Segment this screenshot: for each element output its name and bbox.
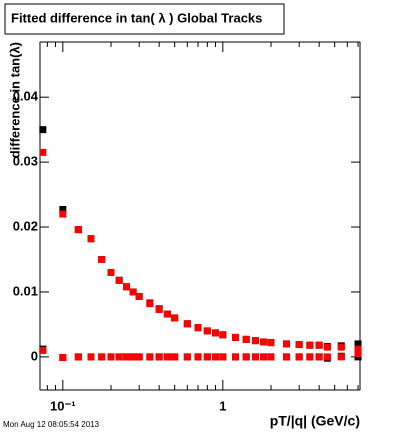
marker bbox=[59, 210, 67, 218]
marker bbox=[59, 354, 67, 362]
marker bbox=[315, 341, 323, 349]
y-tick-label: 0 bbox=[31, 348, 38, 363]
marker bbox=[323, 343, 331, 351]
marker bbox=[354, 350, 362, 358]
marker bbox=[212, 353, 220, 361]
marker bbox=[163, 353, 171, 361]
marker bbox=[242, 353, 250, 361]
marker bbox=[219, 331, 227, 339]
marker bbox=[251, 353, 259, 361]
marker bbox=[135, 353, 143, 361]
marker bbox=[242, 335, 250, 343]
marker bbox=[39, 126, 47, 134]
marker bbox=[74, 353, 82, 361]
marker bbox=[183, 320, 191, 328]
marker bbox=[163, 310, 171, 318]
marker bbox=[354, 345, 362, 353]
marker bbox=[98, 256, 106, 263]
marker bbox=[295, 353, 303, 361]
marker bbox=[155, 305, 163, 313]
marker bbox=[260, 338, 268, 346]
y-tick-label: 0.03 bbox=[13, 154, 38, 169]
title-box bbox=[4, 3, 285, 35]
marker bbox=[267, 353, 275, 361]
marker bbox=[282, 353, 290, 361]
marker bbox=[231, 353, 239, 361]
marker bbox=[306, 341, 314, 349]
marker bbox=[194, 353, 202, 361]
marker bbox=[87, 235, 95, 243]
marker bbox=[146, 300, 154, 308]
marker bbox=[194, 324, 202, 332]
marker bbox=[87, 353, 95, 361]
y-tick-label: 0.01 bbox=[13, 283, 38, 298]
marker bbox=[354, 340, 362, 348]
marker bbox=[171, 314, 179, 322]
marker bbox=[129, 288, 137, 296]
marker bbox=[219, 353, 227, 361]
marker bbox=[337, 353, 345, 361]
marker bbox=[282, 340, 290, 348]
marker bbox=[260, 353, 268, 361]
frame bbox=[39, 41, 361, 391]
chart-title: Fitted difference in tan( λ ) Global Tra… bbox=[11, 10, 262, 25]
marker bbox=[203, 327, 211, 335]
marker bbox=[323, 353, 331, 361]
marker bbox=[39, 346, 47, 354]
x-tick-label: 1 bbox=[219, 398, 226, 413]
y-tick-label: 0.02 bbox=[13, 218, 38, 233]
x-axis-label: pT/|q| (GeV/c) bbox=[270, 413, 360, 429]
marker bbox=[183, 353, 191, 361]
marker bbox=[74, 226, 82, 234]
marker bbox=[135, 293, 143, 301]
marker bbox=[98, 353, 106, 361]
y-axis-label: difference in tan(λ) bbox=[7, 42, 22, 158]
marker bbox=[155, 353, 163, 361]
marker bbox=[115, 353, 123, 361]
marker bbox=[267, 339, 275, 347]
date-stamp: Mon Aug 12 08:05:54 2013 bbox=[3, 420, 100, 429]
marker bbox=[315, 353, 323, 361]
x-tick-label: 10⁻¹ bbox=[50, 398, 76, 413]
marker bbox=[39, 148, 47, 156]
marker bbox=[203, 353, 211, 361]
marker bbox=[212, 329, 220, 337]
marker bbox=[122, 353, 130, 361]
marker bbox=[146, 353, 154, 361]
marker bbox=[122, 283, 130, 291]
marker bbox=[129, 353, 137, 361]
marker bbox=[59, 206, 67, 214]
marker bbox=[337, 343, 345, 351]
marker bbox=[306, 353, 314, 361]
marker bbox=[115, 276, 123, 284]
marker bbox=[295, 341, 303, 349]
marker bbox=[107, 353, 115, 361]
marker bbox=[231, 333, 239, 341]
y-tick-label: 0.04 bbox=[13, 89, 39, 104]
marker bbox=[107, 268, 115, 276]
marker bbox=[251, 337, 259, 345]
marker bbox=[171, 353, 179, 361]
